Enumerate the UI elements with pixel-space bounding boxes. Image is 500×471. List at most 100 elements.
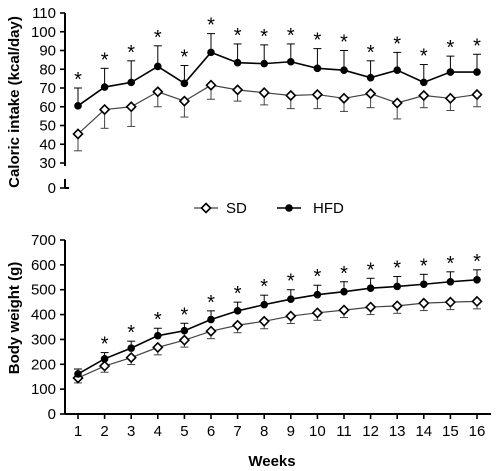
top-hfd-point bbox=[260, 59, 269, 68]
bottom-ytick-label: 700 bbox=[31, 232, 56, 249]
top-hfd-point bbox=[233, 58, 242, 67]
top-ytick-label: 50 bbox=[39, 118, 56, 135]
legend-sd-label: SD bbox=[226, 200, 247, 217]
bottom-xtick-label: 1 bbox=[74, 423, 82, 440]
bottom-xtick-label: 8 bbox=[260, 423, 268, 440]
top-sd-point bbox=[125, 101, 137, 113]
bottom-xlabel: Weeks bbox=[248, 453, 295, 470]
bottom-significance-star: * bbox=[314, 266, 322, 288]
top-sd-point bbox=[152, 86, 164, 98]
bottom-series: * * * * * * * * * * * * * * * bbox=[72, 251, 483, 384]
bottom-ytick-label: 0 bbox=[48, 406, 56, 423]
bottom-significance-star: * bbox=[234, 283, 242, 305]
top-ytick-label: 100 bbox=[31, 24, 56, 41]
bottom-significance-star: * bbox=[393, 258, 401, 280]
top-sd-point bbox=[338, 92, 350, 104]
bottom-xtick-label: 10 bbox=[309, 423, 326, 440]
bottom-significance-star: * bbox=[207, 292, 215, 314]
bottom-xtick-label: 13 bbox=[389, 423, 406, 440]
top-hfd-point bbox=[180, 79, 189, 88]
top-sd-point bbox=[444, 92, 457, 104]
bottom-xtick-label: 7 bbox=[233, 423, 241, 440]
top-significance-star: * bbox=[154, 27, 162, 49]
bottom-xtick-label: 15 bbox=[442, 423, 459, 440]
legend-hfd-label: HFD bbox=[313, 200, 344, 217]
bottom-ytick-label: 300 bbox=[31, 331, 56, 348]
top-series: * * * * * * * * * * * * * * * * bbox=[72, 15, 483, 152]
top-ylabel: Caloric intake (kcal/day) bbox=[6, 16, 23, 188]
bottom-xtick-label: 2 bbox=[100, 423, 108, 440]
bottom-significance-star: * bbox=[127, 322, 135, 344]
top-sd-line bbox=[77, 84, 478, 135]
bottom-hfd-point bbox=[420, 280, 428, 289]
bottom-hfd-point bbox=[127, 344, 135, 352]
top-hfd-point bbox=[287, 57, 295, 66]
bottom-significance-star: * bbox=[260, 276, 268, 298]
bottom-ytick-label: 200 bbox=[31, 356, 56, 373]
top-ytick-label: 70 bbox=[39, 80, 56, 97]
bottom-significance-star: * bbox=[154, 309, 162, 331]
bottom-xtick-label: 9 bbox=[287, 423, 295, 440]
top-hfd-point bbox=[473, 68, 481, 76]
top-sd-point bbox=[364, 87, 377, 100]
top-hfd-point bbox=[127, 78, 135, 87]
bottom-sd-point bbox=[444, 296, 457, 308]
bottom-hfd-point bbox=[313, 290, 322, 299]
top-significance-star: * bbox=[127, 42, 135, 64]
bottom-xtick-label: 12 bbox=[362, 423, 379, 440]
top-significance-star: * bbox=[74, 69, 82, 91]
bottom-significance-star: * bbox=[447, 253, 455, 275]
bottom-sd-point bbox=[471, 295, 483, 308]
bottom-xtick-label: 5 bbox=[180, 423, 188, 440]
bottom-significance-star: * bbox=[473, 251, 481, 273]
top-hfd-point bbox=[100, 83, 109, 91]
legend-sd-marker bbox=[200, 202, 212, 214]
bottom-ytick-label: 500 bbox=[31, 282, 56, 299]
top-sd-point bbox=[391, 97, 403, 109]
bottom-ylabel: Body weight (g) bbox=[6, 262, 23, 375]
top-significance-star: * bbox=[287, 25, 295, 47]
top-significance-star: * bbox=[207, 15, 215, 37]
bottom-sd-point bbox=[285, 310, 297, 322]
bottom-xtick-label: 3 bbox=[127, 423, 135, 440]
bottom-hfd-point bbox=[473, 275, 481, 284]
top-hfd-point bbox=[313, 64, 322, 73]
top-sd-point bbox=[72, 128, 84, 140]
bottom-hfd-point bbox=[393, 282, 402, 291]
top-sd-point bbox=[418, 89, 430, 102]
bottom-sd-point bbox=[98, 360, 111, 372]
top-sd-point bbox=[205, 79, 217, 91]
bottom-significance-star: * bbox=[181, 304, 189, 326]
bottom-sd-point bbox=[391, 300, 403, 312]
bottom-sd-point bbox=[338, 304, 350, 316]
bottom-hfd-point bbox=[154, 331, 162, 340]
bottom-significance-star: * bbox=[101, 334, 109, 356]
bottom-sd-point bbox=[418, 297, 430, 309]
top-significance-star: * bbox=[420, 46, 428, 68]
bottom-hfd-point bbox=[100, 355, 109, 363]
top-significance-star: * bbox=[234, 25, 242, 47]
bottom-significance-star: * bbox=[340, 263, 348, 285]
top-significance-star: * bbox=[340, 32, 348, 54]
bottom-hfd-point bbox=[446, 277, 455, 286]
bottom-sd-line bbox=[77, 300, 478, 379]
bottom-sd-point bbox=[178, 334, 191, 346]
bottom-hfd-point bbox=[260, 300, 269, 309]
bottom-xtick-label: 11 bbox=[336, 423, 352, 440]
bottom-xtick-label: 14 bbox=[415, 423, 432, 440]
bottom-xtick-label: 6 bbox=[207, 423, 215, 440]
top-significance-star: * bbox=[367, 42, 375, 64]
bottom-hfd-point bbox=[180, 326, 189, 335]
top-ytick-label: 40 bbox=[39, 136, 56, 153]
bottom-xtick-label: 16 bbox=[469, 423, 486, 440]
bottom-hfd-point bbox=[74, 370, 82, 378]
top-sd-point bbox=[231, 84, 244, 96]
top-sd-point bbox=[178, 95, 191, 107]
bottom-hfd-point bbox=[366, 284, 375, 293]
top-ytick-label: 0 bbox=[48, 180, 56, 197]
top-hfd-point bbox=[366, 73, 375, 82]
top-sd-point bbox=[258, 87, 270, 99]
